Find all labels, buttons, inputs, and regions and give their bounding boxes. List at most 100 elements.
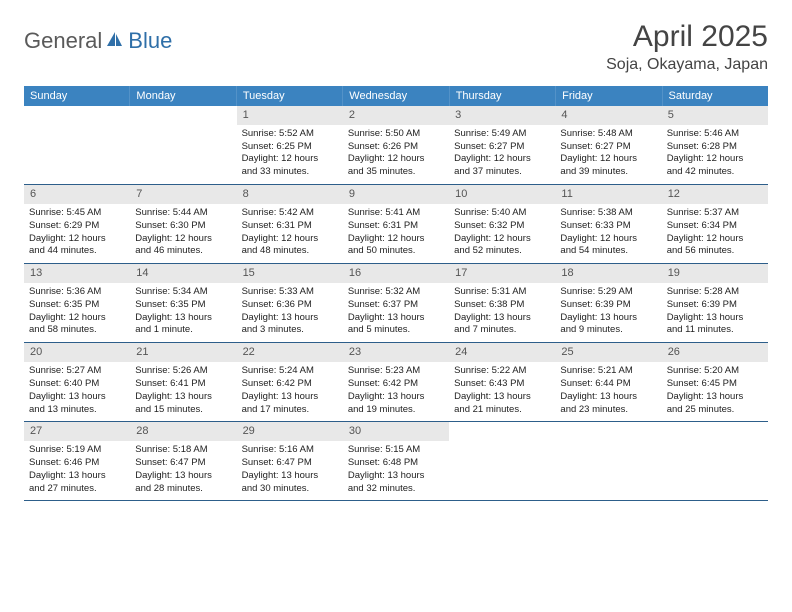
- header: General Blue April 2025 Soja, Okayama, J…: [24, 20, 768, 74]
- day-dl1: Daylight: 13 hours: [348, 312, 444, 325]
- day-sr: Sunrise: 5:16 AM: [242, 444, 338, 457]
- day-dl2: and 42 minutes.: [667, 166, 763, 179]
- day-sr: Sunrise: 5:31 AM: [454, 286, 550, 299]
- day-sr: Sunrise: 5:19 AM: [29, 444, 125, 457]
- day-sr: Sunrise: 5:33 AM: [242, 286, 338, 299]
- day-dl1: Daylight: 12 hours: [560, 153, 656, 166]
- logo-text-blue: Blue: [128, 28, 172, 54]
- day-cell: 30Sunrise: 5:15 AMSunset: 6:48 PMDayligh…: [343, 422, 449, 500]
- day-number: 2: [343, 106, 449, 125]
- day-sr: Sunrise: 5:21 AM: [560, 365, 656, 378]
- day-ss: Sunset: 6:26 PM: [348, 141, 444, 154]
- day-number: 10: [449, 185, 555, 204]
- day-number: 5: [662, 106, 768, 125]
- day-dl2: and 1 minute.: [135, 324, 231, 337]
- day-dl2: and 19 minutes.: [348, 404, 444, 417]
- day-cell: 9Sunrise: 5:41 AMSunset: 6:31 PMDaylight…: [343, 185, 449, 263]
- day-cell: 24 Sunrise: 5:22 AMSunset: 6:43 PMDayligh…: [449, 343, 555, 421]
- day-header: Thursday: [450, 86, 556, 106]
- day-cell: .: [449, 422, 555, 500]
- day-dl1: Daylight: 13 hours: [454, 391, 550, 404]
- day-dl1: Daylight: 13 hours: [135, 312, 231, 325]
- day-number: 22: [237, 343, 343, 362]
- day-cell: .: [662, 422, 768, 500]
- day-number: 24: [449, 343, 555, 362]
- day-number: 1: [237, 106, 343, 125]
- day-dl2: and 17 minutes.: [242, 404, 338, 417]
- day-sr: Sunrise: 5:23 AM: [348, 365, 444, 378]
- day-cell: 5Sunrise: 5:46 AMSunset: 6:28 PMDaylight…: [662, 106, 768, 184]
- day-dl1: Daylight: 12 hours: [29, 233, 125, 246]
- day-sr: Sunrise: 5:52 AM: [242, 128, 338, 141]
- day-sr: Sunrise: 5:20 AM: [667, 365, 763, 378]
- week-row: 20Sunrise: 5:27 AMSunset: 6:40 PMDayligh…: [24, 343, 768, 422]
- day-dl1: Daylight: 13 hours: [667, 391, 763, 404]
- day-number: 17: [449, 264, 555, 283]
- day-ss: Sunset: 6:39 PM: [667, 299, 763, 312]
- logo-text-general: General: [24, 28, 102, 54]
- day-body: Sunrise: 5:52 AMSunset: 6:25 PMDaylight:…: [237, 125, 343, 184]
- day-body: Sunrise: 5:15 AMSunset: 6:48 PMDaylight:…: [343, 441, 449, 500]
- day-dl1: Daylight: 13 hours: [560, 312, 656, 325]
- day-ss: Sunset: 6:43 PM: [454, 378, 550, 391]
- day-sr: Sunrise: 5:22 AM: [454, 365, 550, 378]
- day-number: 4: [555, 106, 661, 125]
- day-number: 25: [555, 343, 661, 362]
- day-dl2: and 3 minutes.: [242, 324, 338, 337]
- day-number: 8: [237, 185, 343, 204]
- day-cell: 4Sunrise: 5:48 AMSunset: 6:27 PMDaylight…: [555, 106, 661, 184]
- day-dl2: and 15 minutes.: [135, 404, 231, 417]
- day-number: 27: [24, 422, 130, 441]
- day-ss: Sunset: 6:27 PM: [454, 141, 550, 154]
- day-dl1: Daylight: 12 hours: [242, 153, 338, 166]
- day-sr: Sunrise: 5:50 AM: [348, 128, 444, 141]
- day-dl2: and 50 minutes.: [348, 245, 444, 258]
- day-body: Sunrise: 5:36 AMSunset: 6:35 PMDaylight:…: [24, 283, 130, 342]
- day-number: 15: [237, 264, 343, 283]
- day-header: Tuesday: [237, 86, 343, 106]
- day-number: 21: [130, 343, 236, 362]
- day-ss: Sunset: 6:29 PM: [29, 220, 125, 233]
- day-ss: Sunset: 6:36 PM: [242, 299, 338, 312]
- day-number: 11: [555, 185, 661, 204]
- day-ss: Sunset: 6:25 PM: [242, 141, 338, 154]
- day-cell: 26Sunrise: 5:20 AMSunset: 6:45 PMDayligh…: [662, 343, 768, 421]
- day-dl2: and 27 minutes.: [29, 483, 125, 496]
- day-cell: 11Sunrise: 5:38 AMSunset: 6:33 PMDayligh…: [555, 185, 661, 263]
- day-body: Sunrise: 5:23 AMSunset: 6:42 PMDaylight:…: [343, 362, 449, 421]
- day-cell: 1Sunrise: 5:52 AMSunset: 6:25 PMDaylight…: [237, 106, 343, 184]
- day-dl1: Daylight: 13 hours: [135, 470, 231, 483]
- day-body: Sunrise: 5:21 AMSunset: 6:44 PMDaylight:…: [555, 362, 661, 421]
- day-ss: Sunset: 6:48 PM: [348, 457, 444, 470]
- day-sr: Sunrise: 5:36 AM: [29, 286, 125, 299]
- day-cell: 12Sunrise: 5:37 AMSunset: 6:34 PMDayligh…: [662, 185, 768, 263]
- day-body: Sunrise: 5:40 AMSunset: 6:32 PMDaylight:…: [449, 204, 555, 263]
- day-body: Sunrise: 5:45 AMSunset: 6:29 PMDaylight:…: [24, 204, 130, 263]
- day-ss: Sunset: 6:31 PM: [242, 220, 338, 233]
- day-ss: Sunset: 6:31 PM: [348, 220, 444, 233]
- day-body: Sunrise: 5:46 AMSunset: 6:28 PMDaylight:…: [662, 125, 768, 184]
- day-cell: 7Sunrise: 5:44 AMSunset: 6:30 PMDaylight…: [130, 185, 236, 263]
- day-dl1: Daylight: 12 hours: [667, 153, 763, 166]
- day-cell: 20Sunrise: 5:27 AMSunset: 6:40 PMDayligh…: [24, 343, 130, 421]
- day-sr: Sunrise: 5:48 AM: [560, 128, 656, 141]
- week-row: 13Sunrise: 5:36 AMSunset: 6:35 PMDayligh…: [24, 264, 768, 343]
- day-cell: 21Sunrise: 5:26 AMSunset: 6:41 PMDayligh…: [130, 343, 236, 421]
- day-dl1: Daylight: 12 hours: [242, 233, 338, 246]
- day-ss: Sunset: 6:34 PM: [667, 220, 763, 233]
- day-sr: Sunrise: 5:38 AM: [560, 207, 656, 220]
- day-body: Sunrise: 5:41 AMSunset: 6:31 PMDaylight:…: [343, 204, 449, 263]
- day-sr: Sunrise: 5:15 AM: [348, 444, 444, 457]
- day-sr: Sunrise: 5:26 AM: [135, 365, 231, 378]
- day-body: Sunrise: 5:37 AMSunset: 6:34 PMDaylight:…: [662, 204, 768, 263]
- day-cell: .: [24, 106, 130, 184]
- day-sr: Sunrise: 5:40 AM: [454, 207, 550, 220]
- day-number: 23: [343, 343, 449, 362]
- day-dl2: and 32 minutes.: [348, 483, 444, 496]
- day-sr: Sunrise: 5:45 AM: [29, 207, 125, 220]
- day-dl1: Daylight: 12 hours: [667, 233, 763, 246]
- day-sr: Sunrise: 5:29 AM: [560, 286, 656, 299]
- day-cell: .: [555, 422, 661, 500]
- day-dl2: and 5 minutes.: [348, 324, 444, 337]
- day-body: Sunrise: 5:38 AMSunset: 6:33 PMDaylight:…: [555, 204, 661, 263]
